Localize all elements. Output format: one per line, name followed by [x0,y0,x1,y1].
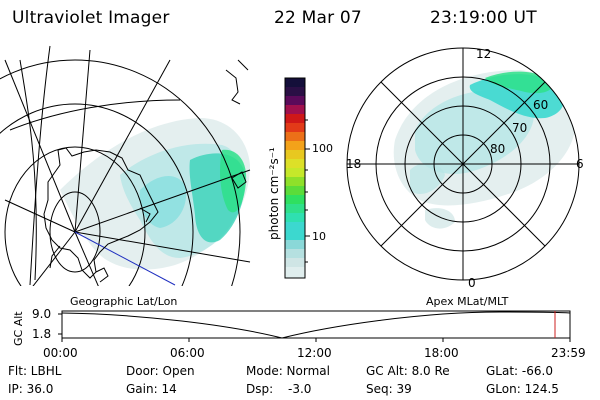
altitude-xtick-1200: 12:00 [297,346,332,360]
colorbar-tick-100: 100 [312,142,333,155]
mlat-label-80: 80 [490,142,505,156]
date-label: 22 Mar 07 [274,8,362,28]
mlt-label-6: 6 [576,157,584,171]
polar-grid [346,47,580,281]
glon-info: GLon: 124.5 [486,382,559,396]
left-panel-caption: Geographic Lat/Lon [70,295,177,308]
mlt-label-12: 12 [476,47,491,61]
altitude-xtick-0000: 00:00 [43,346,78,360]
colorbar [284,77,310,279]
app-title: Ultraviolet Imager [12,8,170,28]
right-panel-caption: Apex MLat/MLT [426,295,509,308]
door-info: Door: Open [126,364,195,378]
aurora-emission-right [393,70,576,229]
gain-info: Gain: 14 [126,382,177,396]
colorbar-tick-10: 10 [312,230,326,243]
polar-plot [346,47,580,281]
altitude-xtick-0600: 06:00 [170,346,205,360]
mlat-label-70: 70 [512,121,527,135]
altitude-xtick-2359: 23:59 [551,346,586,360]
coastlines [43,59,249,283]
geographic-map [0,45,251,286]
gc-alt-info: GC Alt: 8.0 Re [366,364,450,378]
colorbar-unit-label: photon cm⁻²s⁻¹ [267,147,281,240]
aurora-emission-left [60,118,250,270]
filter-info: Flt: LBHL [8,364,62,378]
time-label: 23:19:00 UT [430,8,537,28]
altitude-ytick-1: 1.8 [32,327,51,341]
altitude-xtick-1800: 18:00 [424,346,459,360]
ip-info: IP: 36.0 [8,382,54,396]
seq-info: Seq: 39 [366,382,412,396]
altitude-ytick-9: 9.0 [32,307,51,321]
mlat-label-60: 60 [533,98,548,112]
lat-lon-grid [0,45,251,286]
mode-info: Mode: Normal [246,364,330,378]
glat-info: GLat: -66.0 [486,364,553,378]
altitude-ylabel: GC Alt [12,311,25,346]
mlt-label-0: 0 [468,276,476,290]
mlt-label-18: 18 [346,157,361,171]
altitude-plot [58,310,571,342]
orbit-track [74,231,176,286]
dsp-label: Dsp: [246,382,274,396]
dsp-value: -3.0 [288,382,312,396]
